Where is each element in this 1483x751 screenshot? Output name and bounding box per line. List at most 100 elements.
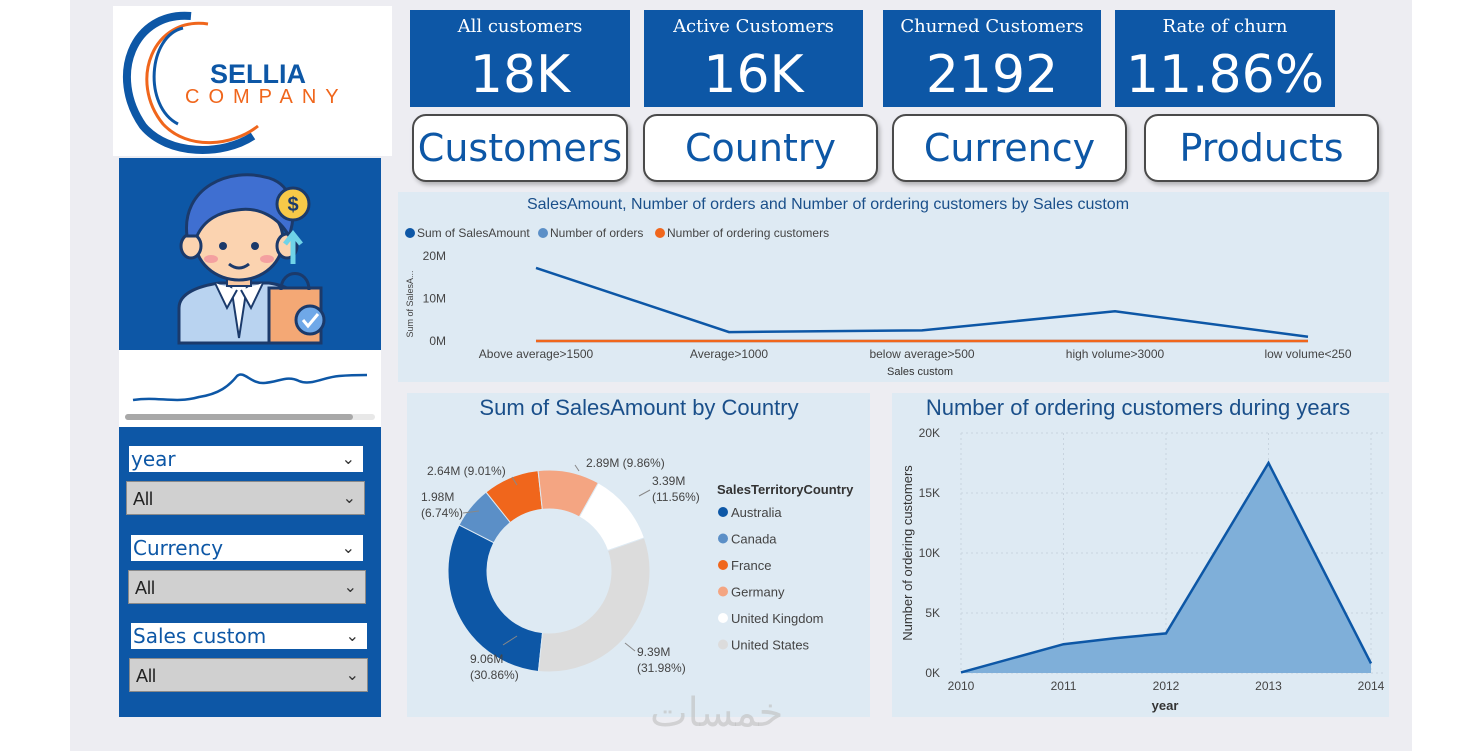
- legend-series-salesamount: Sum of SalesAmount: [417, 226, 530, 240]
- line-series-0[interactable]: [535, 266, 1309, 338]
- donut-legend-item[interactable]: Canada: [731, 532, 777, 547]
- slicer-year-dropdown[interactable]: All ⌄: [126, 481, 365, 515]
- x-tick-label: low volume<250: [1264, 347, 1351, 361]
- area-chart-xlabel: year: [1152, 698, 1179, 713]
- chevron-down-icon[interactable]: ⌄: [341, 449, 355, 468]
- slicer-salescustom-label: Sales custom: [133, 624, 267, 648]
- legend-dot: [718, 613, 728, 623]
- x-tick-label: high volume>3000: [1066, 347, 1165, 361]
- legend-dot: [718, 507, 728, 517]
- line-chart-panel: SalesAmount, Number of orders and Number…: [398, 192, 1389, 382]
- donut-data-label: 9.39M: [637, 645, 670, 659]
- y-tick-label: 10K: [919, 546, 940, 560]
- sparkline-chart: [119, 350, 381, 427]
- x-tick-label: below average>500: [869, 347, 974, 361]
- slicer-salescustom-dropdown[interactable]: All ⌄: [129, 658, 368, 692]
- donut-leader-line: [574, 464, 580, 472]
- donut-data-pct: (11.56%): [652, 490, 700, 504]
- x-tick-label: 2012: [1153, 679, 1180, 693]
- area-chart-ylabel: Number of ordering customers: [900, 465, 915, 641]
- slicer-year-label: year: [131, 447, 176, 471]
- x-tick-label: 2014: [1358, 679, 1385, 693]
- slicer-year-header[interactable]: year ⌄: [129, 446, 363, 472]
- slicer-salescustom-value: All: [136, 666, 157, 686]
- chevron-down-icon[interactable]: ⌄: [345, 626, 359, 645]
- chevron-down-icon[interactable]: ⌄: [342, 490, 356, 507]
- y-tick-label: 15K: [919, 486, 940, 500]
- donut-data-label: 2.89M (9.86%): [586, 456, 665, 470]
- area-chart-title: Number of ordering customers during year…: [926, 395, 1350, 420]
- donut-data-label: 1.98M: [421, 490, 454, 504]
- donut-legend-item[interactable]: Germany: [731, 585, 785, 600]
- area-fill: [961, 463, 1371, 673]
- donut-leader-line: [624, 642, 636, 652]
- chevron-down-icon[interactable]: ⌄: [343, 579, 357, 596]
- nav-country-button[interactable]: Country: [643, 114, 878, 182]
- donut-legend-item[interactable]: United Kingdom: [731, 611, 824, 626]
- kpi-churn-rate: Rate of churn 11.86%: [1115, 10, 1335, 107]
- x-tick-label: Above average>1500: [479, 347, 594, 361]
- legend-dot: [718, 586, 728, 597]
- kpi-title: Active Customers: [673, 16, 834, 37]
- nav-currency-button[interactable]: Currency: [892, 114, 1127, 182]
- chevron-down-icon[interactable]: ⌄: [345, 667, 359, 684]
- slicer-currency-header[interactable]: Currency ⌄: [131, 535, 363, 561]
- donut-leader-line: [462, 510, 480, 514]
- donut-data-label: 2.64M (9.01%): [427, 464, 506, 478]
- y-tick-label: 0K: [925, 666, 940, 680]
- company-logo: SELLIA COMPANY: [113, 6, 392, 156]
- slicer-salescustom-header[interactable]: Sales custom ⌄: [131, 623, 367, 649]
- slicer-currency-value: All: [135, 578, 156, 598]
- watermark: خمسات: [650, 690, 784, 736]
- y-tick-label: 20K: [919, 426, 940, 440]
- chevron-down-icon[interactable]: ⌄: [341, 538, 355, 557]
- legend-dot: [655, 228, 665, 238]
- y-tick-label: 10M: [423, 292, 446, 306]
- x-tick-label: Average>1000: [690, 347, 769, 361]
- donut-legend-item[interactable]: Australia: [731, 505, 782, 520]
- donut-legend-item[interactable]: United States: [731, 638, 810, 653]
- donut-chart: Sum of SalesAmount by Country 9.06M (30.8…: [421, 395, 854, 682]
- line-chart: SalesAmount, Number of orders and Number…: [405, 196, 1352, 378]
- y-tick-label: 20M: [423, 249, 446, 263]
- donut-slice-united-states[interactable]: [537, 537, 651, 673]
- logo-line1: SELLIA: [210, 59, 306, 89]
- customer-avatar-icon: $: [119, 158, 381, 348]
- legend-series-orders: Number of orders: [550, 226, 643, 240]
- nav-products-button[interactable]: Products: [1144, 114, 1379, 182]
- area-chart: Number of ordering customers during year…: [900, 395, 1385, 713]
- donut-chart-panel: Sum of SalesAmount by Country 9.06M (30.8…: [407, 393, 870, 717]
- x-tick-label: 2013: [1255, 679, 1282, 693]
- slicer-currency-label: Currency: [133, 536, 224, 560]
- donut-chart-title: Sum of SalesAmount by Country: [479, 395, 798, 420]
- y-tick-label: 0M: [429, 334, 446, 348]
- donut-leader-line: [638, 489, 651, 497]
- donut-leader-line: [502, 635, 518, 646]
- kpi-title: Rate of churn: [1162, 16, 1288, 37]
- donut-data-label: 9.06M: [470, 652, 503, 666]
- svg-text:$: $: [287, 194, 298, 216]
- kpi-churned-customers: Churned Customers 2192: [883, 10, 1101, 107]
- legend-dot: [405, 228, 415, 238]
- nav-customers-button[interactable]: Customers: [412, 114, 628, 182]
- donut-leader-line: [511, 476, 518, 486]
- line-chart-xlabel: Sales custom: [887, 366, 953, 378]
- donut-legend-item[interactable]: France: [731, 558, 771, 573]
- legend-series-customers: Number of ordering customers: [667, 226, 829, 240]
- area-chart-panel: Number of ordering customers during year…: [892, 393, 1389, 717]
- line-chart-ylabel: Sum of SalesA...: [405, 270, 415, 337]
- donut-data-pct: (30.86%): [470, 668, 519, 682]
- donut-data-pct: (6.74%): [421, 506, 463, 520]
- logo-graphic: SELLIA COMPANY: [123, 11, 339, 154]
- area-line[interactable]: [960, 460, 1373, 674]
- kpi-title: Churned Customers: [900, 16, 1084, 37]
- donut-data-label: 3.39M: [652, 474, 685, 488]
- kpi-value: 16K: [703, 45, 804, 105]
- kpi-value: 18K: [469, 45, 571, 105]
- legend-dot: [538, 228, 548, 238]
- donut-slice-australia[interactable]: [447, 524, 544, 672]
- kpi-title: All customers: [457, 16, 583, 37]
- legend-dot: [718, 533, 728, 544]
- slicer-year-value: All: [133, 489, 154, 509]
- slicer-currency-dropdown[interactable]: All ⌄: [128, 570, 366, 604]
